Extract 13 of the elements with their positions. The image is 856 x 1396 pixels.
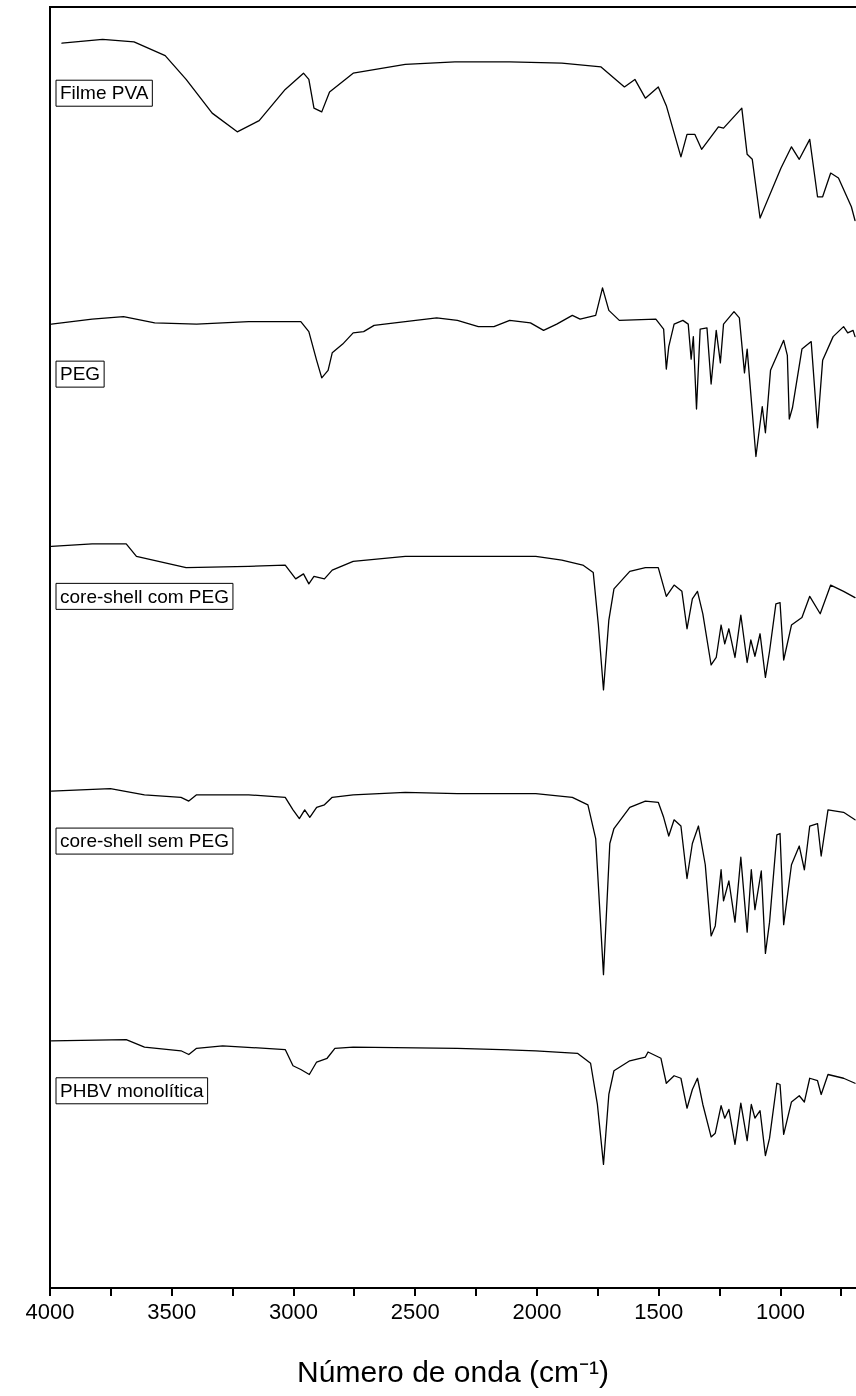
x-tick-label: 3000 [269,1299,318,1325]
x-tick-label: 4000 [25,1299,75,1325]
x-tick-label: 3500 [147,1299,197,1325]
x-tick-label: 1500 [634,1299,684,1325]
series-label: Filme PVA [60,82,149,104]
text: PEG [60,363,101,385]
x-tick-label: 2500 [390,1299,440,1325]
x-axis-title: Número de onda (cm⁻¹) [297,1355,609,1389]
series-label: core-shell com PEG [60,585,229,607]
series-label: core-shell sem PEG [60,830,229,852]
series-label: PHBV monolítica [60,1080,205,1102]
x-tick-label: 2000 [512,1299,562,1325]
x-tick-label: 1000 [756,1299,805,1325]
